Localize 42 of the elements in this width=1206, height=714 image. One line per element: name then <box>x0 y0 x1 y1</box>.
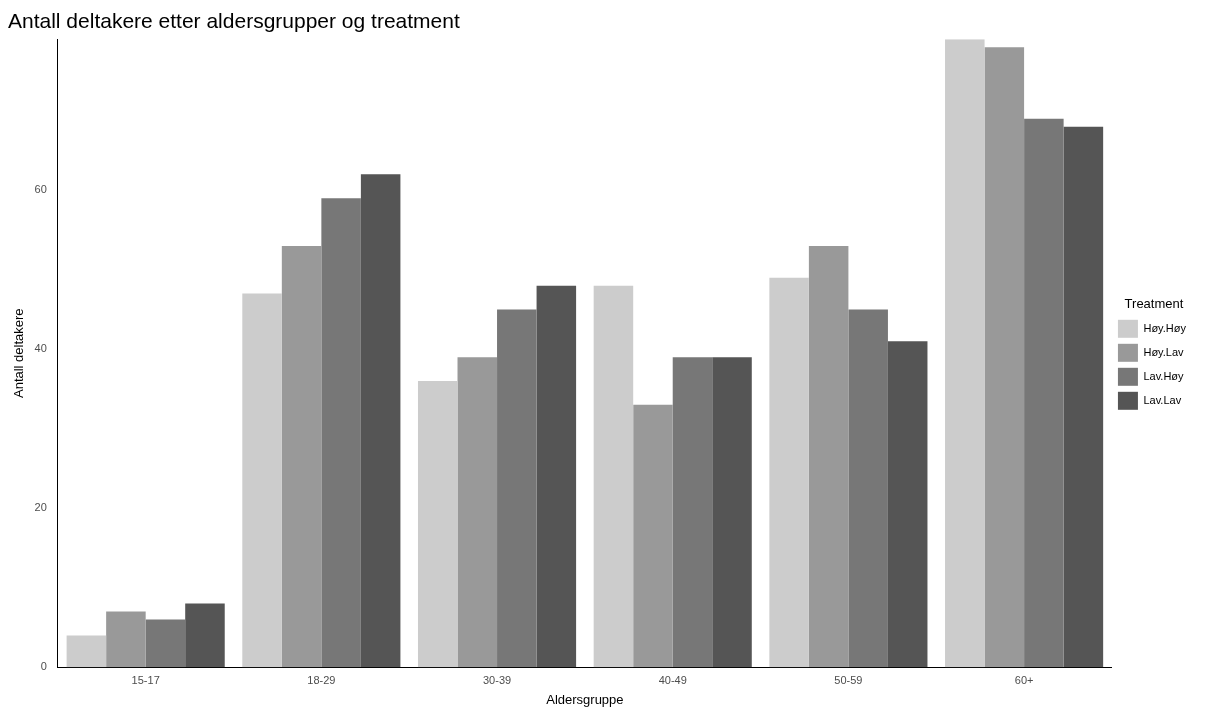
bar <box>281 245 322 668</box>
bar <box>1024 118 1064 668</box>
y-axis-title: Antall deltakere <box>11 308 27 399</box>
bar <box>808 245 849 668</box>
x-tick-label: 60+ <box>1014 673 1034 686</box>
bar <box>106 611 146 668</box>
bar <box>672 357 713 668</box>
x-tick-label: 50-59 <box>834 673 863 686</box>
bar <box>145 619 186 668</box>
bar <box>1063 126 1104 668</box>
x-tick-label: 40-49 <box>658 673 687 686</box>
bar <box>769 277 809 668</box>
legend-label: Høy.Høy <box>1143 321 1187 334</box>
legend-label: Lav.Lav <box>1143 393 1182 406</box>
y-tick-label: 40 <box>34 342 47 355</box>
bar <box>457 357 498 668</box>
x-tick-label: 18-29 <box>307 673 336 686</box>
bar <box>360 174 401 668</box>
bar <box>242 293 282 668</box>
bar <box>593 285 634 668</box>
y-tick-label: 20 <box>34 501 47 514</box>
legend-label: Lav.Høy <box>1143 369 1185 382</box>
bar <box>984 47 1025 668</box>
bar <box>497 309 537 668</box>
bar <box>536 285 577 668</box>
bar <box>887 341 928 668</box>
x-tick-label: 15-17 <box>131 673 160 686</box>
legend-label: Høy.Lav <box>1143 345 1185 358</box>
bar <box>417 381 458 668</box>
legend-title: Treatment <box>1124 296 1184 312</box>
chart-title: Antall deltakere etter aldersgrupper og treatment <box>8 9 460 33</box>
bar <box>633 404 673 668</box>
x-axis-title: Aldersgruppe <box>546 691 624 707</box>
bar <box>321 198 361 668</box>
x-tick-label: 30-39 <box>482 673 512 686</box>
bar <box>185 603 225 668</box>
y-tick-label: 0 <box>40 660 47 673</box>
bar <box>848 309 888 668</box>
bar <box>945 39 985 668</box>
bar <box>712 357 752 668</box>
y-tick-label: 60 <box>34 183 47 196</box>
bar <box>66 635 107 668</box>
